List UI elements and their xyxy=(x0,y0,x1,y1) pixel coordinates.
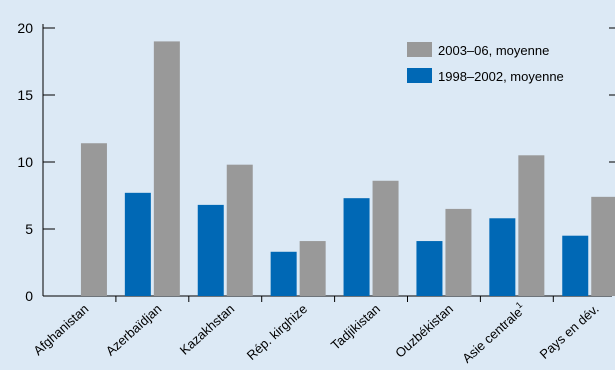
legend-swatch xyxy=(407,68,432,83)
bar-series1 xyxy=(270,251,297,296)
bar-series2 xyxy=(153,41,180,297)
bar-series2 xyxy=(372,180,399,296)
y-tick-label: 5 xyxy=(25,221,33,237)
y-tick-label: 10 xyxy=(17,154,33,170)
legend-swatch xyxy=(407,42,432,57)
bar-series1 xyxy=(489,218,516,296)
y-tick-label: 15 xyxy=(17,87,33,103)
bar-series1 xyxy=(416,241,443,296)
y-tick-label: 0 xyxy=(25,288,33,304)
y-tick-label: 20 xyxy=(17,20,33,36)
bar-series2 xyxy=(226,164,253,296)
bar-series2 xyxy=(591,196,615,296)
legend-label: 1998–2002, moyenne xyxy=(438,69,564,84)
bar-series1 xyxy=(562,235,589,296)
bar-series2 xyxy=(80,143,107,296)
bar-series2 xyxy=(445,208,472,296)
x-category-label-superscript: 1 xyxy=(514,300,524,311)
bar-series2 xyxy=(518,155,545,296)
bar-series2 xyxy=(299,241,326,296)
bar-series1 xyxy=(197,204,224,296)
legend-label: 2003–06, moyenne xyxy=(438,43,549,58)
bar-series1 xyxy=(343,198,370,296)
bar-series1 xyxy=(124,192,151,296)
